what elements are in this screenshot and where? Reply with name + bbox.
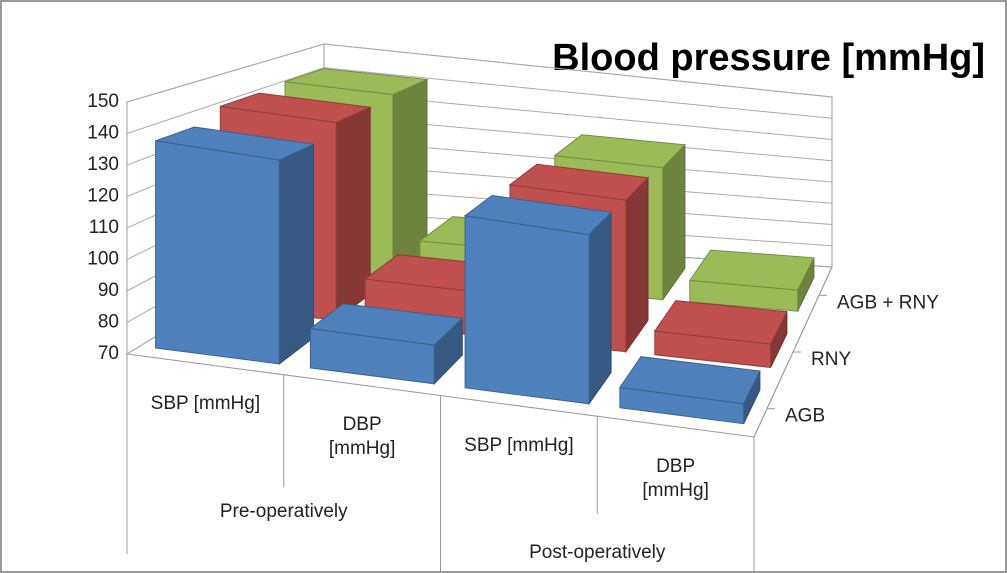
- bar: [619, 356, 761, 425]
- legend-label: AGB + RNY: [837, 292, 939, 313]
- bar: [688, 249, 815, 312]
- bar-top: [284, 68, 429, 96]
- bar-top: [553, 134, 686, 169]
- bar-top: [653, 300, 788, 345]
- y-tick-label: 130: [87, 154, 119, 175]
- bar-top: [155, 126, 316, 161]
- bar-top: [508, 163, 650, 201]
- bar-front: [464, 215, 590, 405]
- x-tick-label: DBP [mmHg]: [328, 414, 396, 460]
- bar-top: [619, 356, 761, 405]
- y-tick-label: 120: [87, 186, 119, 207]
- x-tick-label: SBP [mmHg]: [464, 434, 574, 456]
- group-label: Post-operatively: [529, 542, 666, 564]
- y-tick-label: 100: [87, 249, 119, 270]
- y-tick-label: 150: [87, 91, 119, 112]
- y-tick-label: 140: [87, 123, 119, 144]
- bar: [309, 303, 464, 386]
- y-tick-label: 110: [89, 217, 119, 238]
- bar: [463, 194, 613, 406]
- x-tick-label: DBP [mmHg]: [642, 455, 709, 501]
- y-tick-label: 90: [98, 280, 119, 301]
- bar-top: [220, 92, 373, 124]
- grid-line: [126, 67, 833, 134]
- legend-label: RNY: [811, 349, 851, 370]
- bar-top: [688, 249, 815, 291]
- bar-side: [588, 211, 612, 406]
- bar: [653, 300, 788, 368]
- chart-title: Blood pressure [mmHg]: [552, 37, 985, 79]
- bar-side: [625, 176, 649, 354]
- depth-axis: [753, 266, 833, 438]
- group-label: Pre-operatively: [219, 500, 348, 522]
- grid-line: [126, 43, 833, 103]
- x-tick-label: SBP [mmHg]: [150, 393, 261, 415]
- legend-label: AGB: [785, 406, 825, 427]
- bar: [155, 126, 316, 365]
- bar-side: [662, 143, 686, 302]
- bar-top: [463, 194, 613, 236]
- bar-top: [309, 303, 464, 346]
- y-tick-label: 80: [98, 312, 119, 333]
- bar-front: [155, 140, 280, 365]
- y-tick-label: 70: [98, 343, 119, 364]
- bar-side: [278, 143, 314, 365]
